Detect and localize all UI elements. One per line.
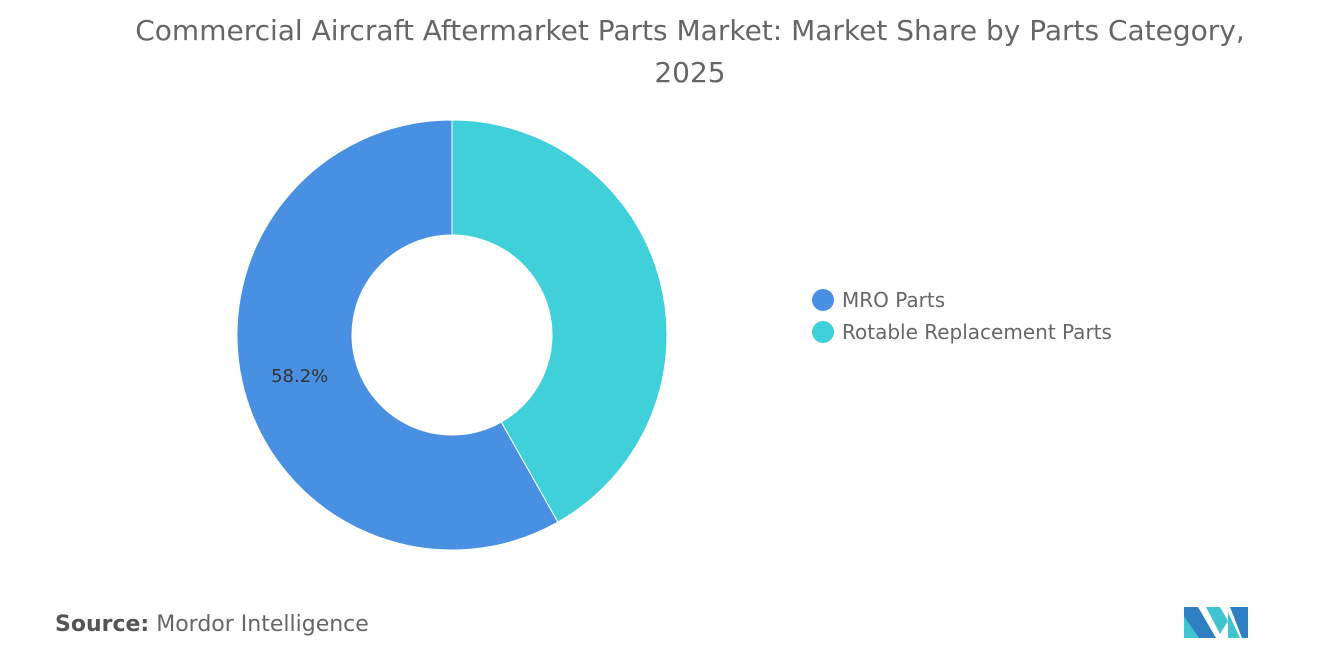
legend-item-mro-parts[interactable]: MRO Parts (812, 284, 1112, 316)
source-note: Source: Mordor Intelligence (55, 612, 369, 637)
legend-label: Rotable Replacement Parts (842, 320, 1112, 344)
chart-title: Commercial Aircraft Aftermarket Parts Ma… (135, 14, 1245, 89)
slice-rotable-replacement-parts[interactable] (451, 119, 668, 523)
source-label: Source: (55, 612, 150, 637)
slice-mro-parts[interactable] (236, 119, 559, 551)
legend-swatch (812, 289, 834, 311)
mordor-logo (1184, 607, 1248, 638)
legend: MRO Parts Rotable Replacement Parts (812, 284, 1112, 348)
data-label: 58.2% (271, 366, 328, 387)
legend-swatch (812, 321, 834, 343)
legend-item-rotable-replacement-parts[interactable]: Rotable Replacement Parts (812, 316, 1112, 348)
legend-label: MRO Parts (842, 288, 946, 312)
source-text: Mordor Intelligence (156, 612, 369, 637)
